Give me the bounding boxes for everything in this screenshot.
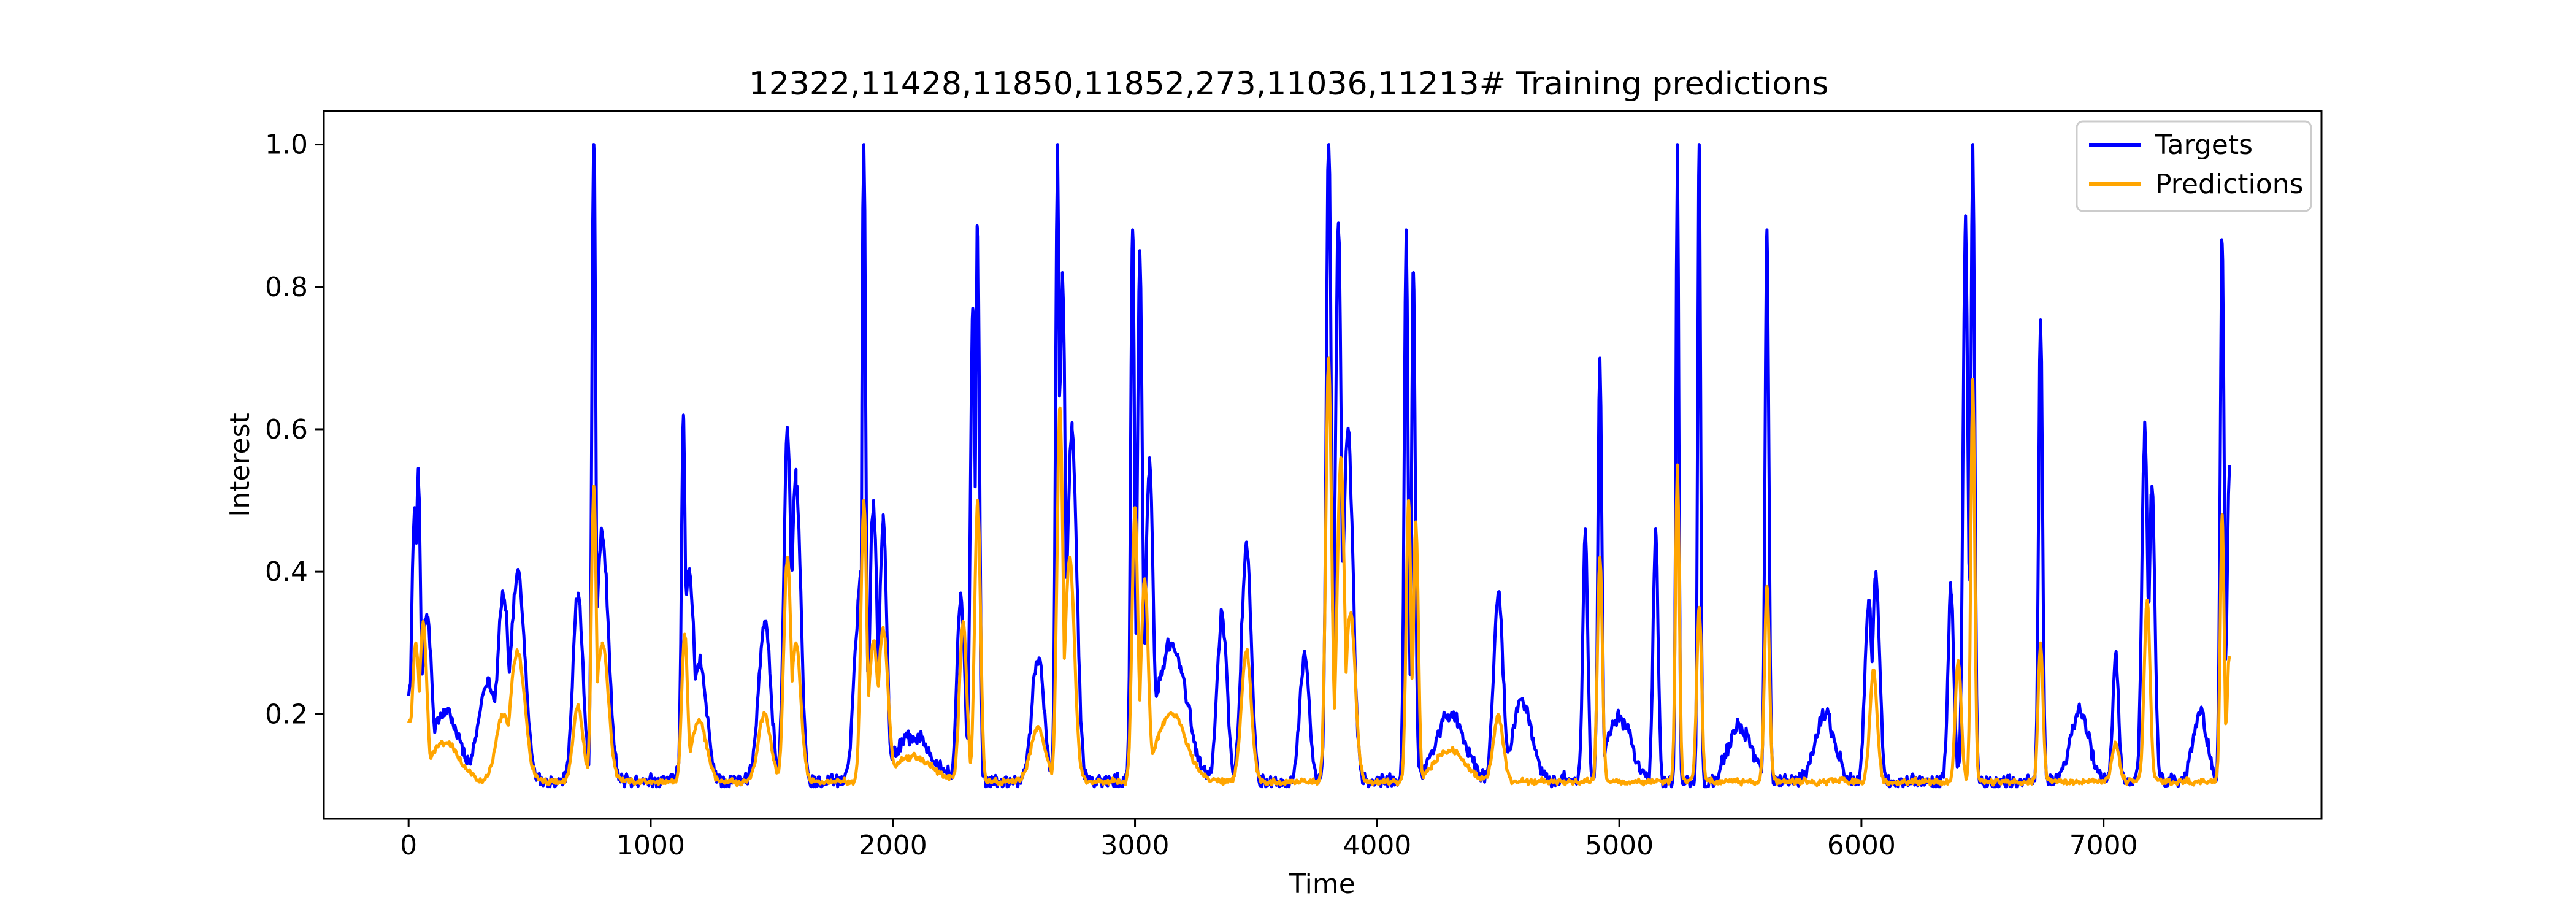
- y-axis-label: Interest: [224, 413, 256, 517]
- x-tick-label: 1000: [616, 830, 685, 861]
- legend: Targets Predictions: [2076, 120, 2312, 212]
- y-tick-label: 0.2: [265, 699, 308, 730]
- plot-area: [323, 110, 2323, 820]
- legend-label-targets: Targets: [2155, 129, 2253, 161]
- x-tick-label: 0: [400, 830, 417, 861]
- x-tick-label: 3000: [1101, 830, 1170, 861]
- y-tick-label: 1.0: [265, 129, 308, 161]
- series-line-predictions: [407, 356, 2231, 788]
- x-tick-label: 5000: [1585, 830, 1654, 861]
- x-tick-label: 2000: [859, 830, 927, 861]
- x-tick-label: 6000: [1827, 830, 1896, 861]
- x-tick-label: 7000: [2069, 830, 2138, 861]
- y-tick-label: 0.4: [265, 556, 308, 588]
- plot-frame: [323, 110, 2323, 820]
- y-tick-label: 0.6: [265, 414, 308, 445]
- chart-title: 12322,11428,11850,11852,273,11036,11213#…: [749, 66, 1829, 102]
- series-layer: [407, 143, 2231, 789]
- legend-label-predictions: Predictions: [2155, 169, 2304, 200]
- x-axis: 0 1000 2000 3000 4000 5000 6000 7000: [400, 819, 2138, 861]
- x-axis-label: Time: [1289, 868, 1355, 900]
- y-tick-label: 0.8: [265, 272, 308, 303]
- y-axis: 0.2 0.4 0.6 0.8 1.0: [265, 129, 324, 730]
- x-tick-label: 4000: [1343, 830, 1411, 861]
